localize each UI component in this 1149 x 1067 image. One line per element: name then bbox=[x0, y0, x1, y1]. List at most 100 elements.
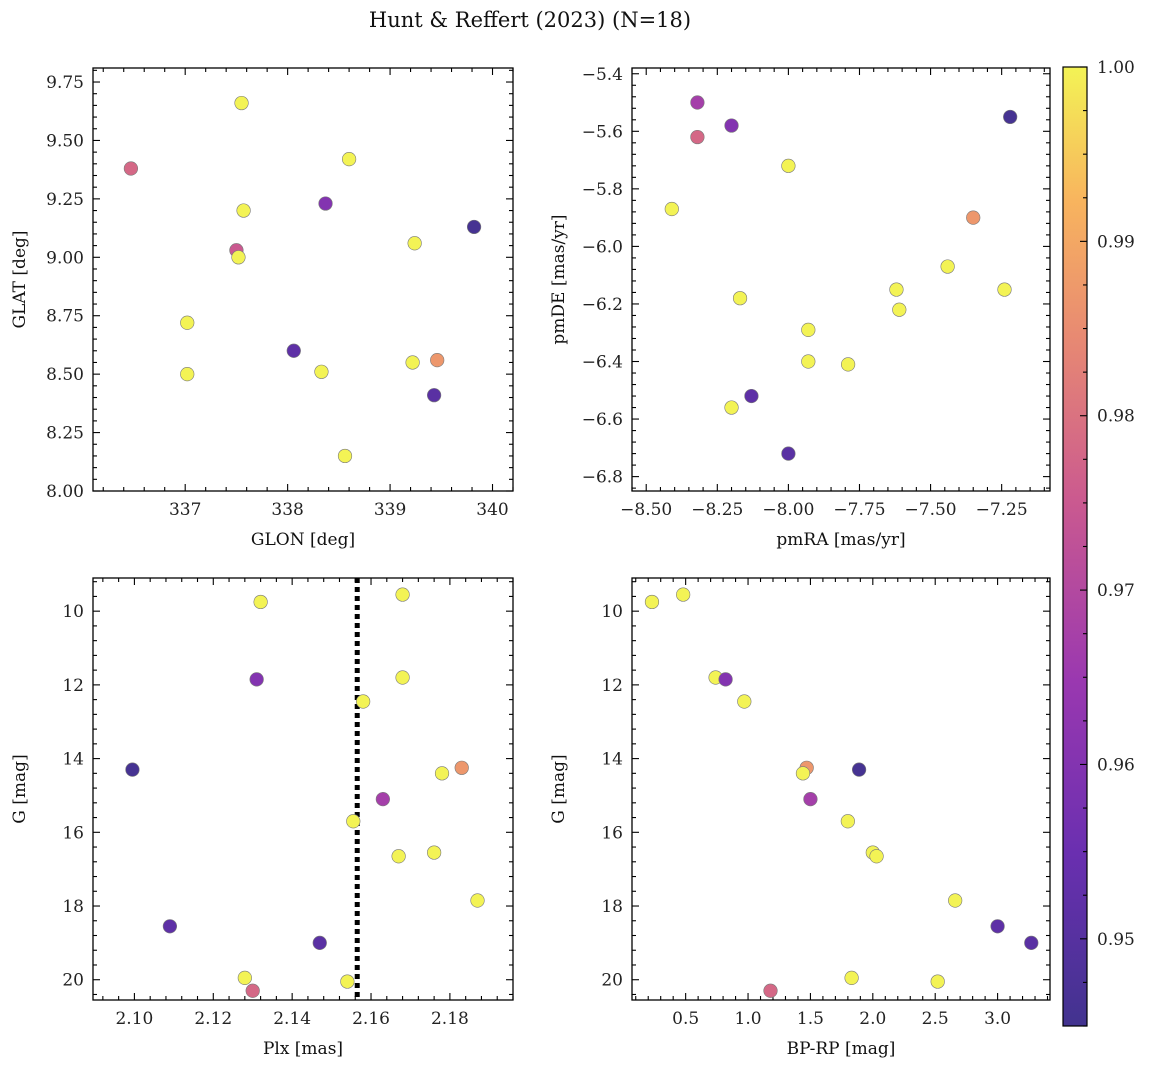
data-point bbox=[1003, 109, 1018, 125]
data-point bbox=[249, 672, 264, 687]
colorbar-tick-label: 0.97 bbox=[1097, 581, 1135, 601]
data-point bbox=[434, 766, 450, 781]
data-point bbox=[395, 670, 410, 685]
y-tick-label: 20 bbox=[62, 971, 84, 991]
y-tick-label: −6.4 bbox=[582, 353, 623, 373]
y-axis-label: G [mag] bbox=[10, 754, 30, 823]
x-tick-label: 338 bbox=[271, 500, 303, 520]
x-axis-label: pmRA [mas/yr] bbox=[776, 530, 905, 550]
data-point bbox=[690, 129, 705, 145]
x-tick-label: −7.75 bbox=[833, 500, 885, 520]
x-tick-label: 3.0 bbox=[984, 1009, 1011, 1029]
data-point bbox=[676, 587, 691, 602]
data-point bbox=[737, 694, 752, 709]
y-tick-label: −6.8 bbox=[582, 468, 623, 488]
data-point bbox=[724, 118, 739, 133]
x-axis-label: BP-RP [mag] bbox=[787, 1039, 896, 1059]
colorbar-tick-label: 0.96 bbox=[1097, 755, 1135, 775]
data-point bbox=[391, 849, 406, 864]
data-point bbox=[454, 760, 469, 775]
data-point bbox=[407, 236, 422, 251]
x-tick-label: 1.5 bbox=[797, 1009, 824, 1029]
data-point bbox=[803, 792, 818, 807]
y-tick-label: 16 bbox=[62, 823, 84, 843]
data-point bbox=[341, 152, 357, 167]
y-tick-label: −6.2 bbox=[582, 295, 623, 315]
x-tick-label: 2.16 bbox=[352, 1009, 390, 1029]
y-tick-label: 9.50 bbox=[46, 131, 84, 151]
data-point bbox=[286, 343, 301, 358]
data-point bbox=[644, 594, 660, 610]
data-point bbox=[690, 95, 705, 110]
data-point bbox=[314, 364, 329, 379]
y-tick-label: 8.00 bbox=[46, 482, 84, 502]
y-tick-label: −5.6 bbox=[582, 122, 623, 142]
axes-frame bbox=[92, 577, 514, 1001]
y-axis-label: G [mag] bbox=[549, 754, 569, 823]
x-tick-label: 2.14 bbox=[273, 1009, 311, 1029]
colorbar-tick-label: 0.99 bbox=[1097, 232, 1135, 252]
data-point bbox=[427, 845, 442, 860]
y-tick-label: 18 bbox=[601, 897, 623, 917]
data-point bbox=[892, 302, 907, 317]
data-point bbox=[375, 792, 390, 807]
data-point bbox=[236, 203, 251, 218]
data-point bbox=[841, 357, 856, 372]
data-point bbox=[948, 893, 963, 908]
y-tick-label: 10 bbox=[62, 602, 84, 622]
y-tick-label: 8.50 bbox=[46, 365, 84, 385]
x-tick-label: 2.10 bbox=[115, 1009, 153, 1029]
x-tick-label: 340 bbox=[476, 500, 508, 520]
x-tick-label: 2.0 bbox=[859, 1009, 886, 1029]
data-point bbox=[930, 974, 945, 989]
data-point bbox=[744, 388, 759, 404]
data-point bbox=[940, 259, 955, 274]
data-point bbox=[253, 594, 268, 610]
colorbar: 0.95 0.96 0.97 0.98 0.99 1.00 bbox=[1062, 58, 1135, 1027]
y-axis-label: GLAT [deg] bbox=[10, 230, 30, 328]
y-tick-label: 20 bbox=[601, 971, 623, 991]
x-tick-label: −7.50 bbox=[905, 500, 957, 520]
data-point bbox=[340, 974, 355, 989]
data-point bbox=[990, 919, 1005, 934]
x-axis-label: GLON [deg] bbox=[251, 530, 355, 550]
y-tick-label: 8.75 bbox=[46, 307, 84, 327]
panel-p2: −8.50 −8.25 −8.00 −7.75 −7.50 −7.25 −6.8 −6.6 −6… bbox=[549, 65, 1051, 550]
y-tick-label: 12 bbox=[601, 676, 623, 696]
axes-frame bbox=[631, 577, 1051, 1001]
x-tick-label: −8.00 bbox=[762, 500, 814, 520]
data-point bbox=[966, 210, 981, 225]
data-point bbox=[997, 282, 1012, 297]
data-point bbox=[724, 400, 739, 415]
data-point bbox=[312, 935, 327, 950]
figure-title: Hunt & Reffert (2023) (N=18) bbox=[369, 8, 691, 32]
data-point bbox=[718, 672, 733, 687]
x-axis-label: Plx [mas] bbox=[263, 1039, 343, 1059]
y-tick-label: −6.0 bbox=[582, 237, 623, 257]
data-point bbox=[162, 919, 178, 934]
colorbar-tick-label: 0.98 bbox=[1097, 407, 1135, 427]
colorbar-tick-label: 1.00 bbox=[1097, 58, 1135, 78]
y-tick-label: 12 bbox=[62, 676, 84, 696]
data-point bbox=[763, 983, 778, 998]
x-tick-label: 2.5 bbox=[922, 1009, 949, 1029]
panel-p3: 2.10 2.12 2.14 2.16 2.18 10 12 14 16 18 20 Plx [mas… bbox=[10, 577, 514, 1059]
data-point bbox=[430, 353, 445, 368]
y-tick-label: 18 bbox=[62, 897, 84, 917]
data-point bbox=[466, 219, 482, 235]
axes-frame bbox=[631, 67, 1051, 492]
y-tick-label: −6.6 bbox=[582, 410, 623, 430]
y-tick-label: 14 bbox=[62, 750, 84, 770]
y-tick-label: 8.25 bbox=[46, 424, 84, 444]
colorbar-tick-label: 0.95 bbox=[1097, 930, 1135, 950]
data-point bbox=[795, 766, 811, 781]
data-point bbox=[234, 95, 249, 111]
data-point bbox=[245, 983, 260, 998]
panel-p1: 337 338 339 340 8.00 8.25 8.50 8.75 9.00 9.25 9.50… bbox=[10, 67, 514, 550]
y-tick-label: 9.25 bbox=[46, 190, 84, 210]
data-point bbox=[318, 196, 333, 211]
x-tick-label: −8.50 bbox=[620, 500, 672, 520]
data-point bbox=[356, 694, 371, 709]
y-axis-label: pmDE [mas/yr] bbox=[549, 214, 569, 344]
x-tick-label: 2.12 bbox=[194, 1009, 232, 1029]
